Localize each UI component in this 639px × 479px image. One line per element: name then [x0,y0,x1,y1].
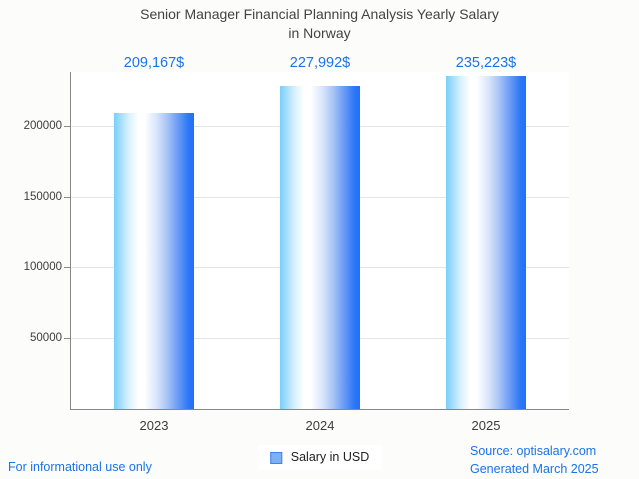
source-link[interactable]: Source: optisalary.com [470,444,597,458]
y-tick-150000 [64,196,71,198]
y-tick-label-200000: 200000 [23,119,62,132]
chart-title: Senior Manager Financial Planning Analys… [0,5,639,43]
bar-2024 [280,86,360,409]
y-axis-line [70,72,71,410]
bar-2023 [114,112,194,409]
x-axis-line [70,409,569,410]
value-label-2025: 235,223$ [455,55,517,71]
x-tick-label-2024: 2024 [305,418,335,433]
y-tick-label-100000: 100000 [23,261,62,274]
y-tick-label-150000: 150000 [23,190,62,203]
x-tick-label-2025: 2025 [471,418,501,433]
y-tick-50000 [64,338,71,340]
disclaimer-text: For informational use only [8,460,152,474]
chart-title-line2: in Norway [288,25,351,41]
legend-marker-icon [269,451,282,464]
legend-label: Salary in USD [290,450,370,464]
value-label-2023: 209,167$ [123,55,185,71]
x-tick-label-2023: 2023 [139,418,169,433]
legend: Salary in USD [257,445,382,470]
y-tick-100000 [64,267,71,269]
chart-title-line1: Senior Manager Financial Planning Analys… [140,6,499,22]
bar-2025 [446,75,526,409]
source-block: Source: optisalary.com Generated March 2… [470,442,599,478]
y-tick-label-50000: 50000 [30,332,62,345]
generated-text: Generated March 2025 [470,462,599,476]
value-label-2024: 227,992$ [289,55,351,71]
y-tick-200000 [64,125,71,127]
